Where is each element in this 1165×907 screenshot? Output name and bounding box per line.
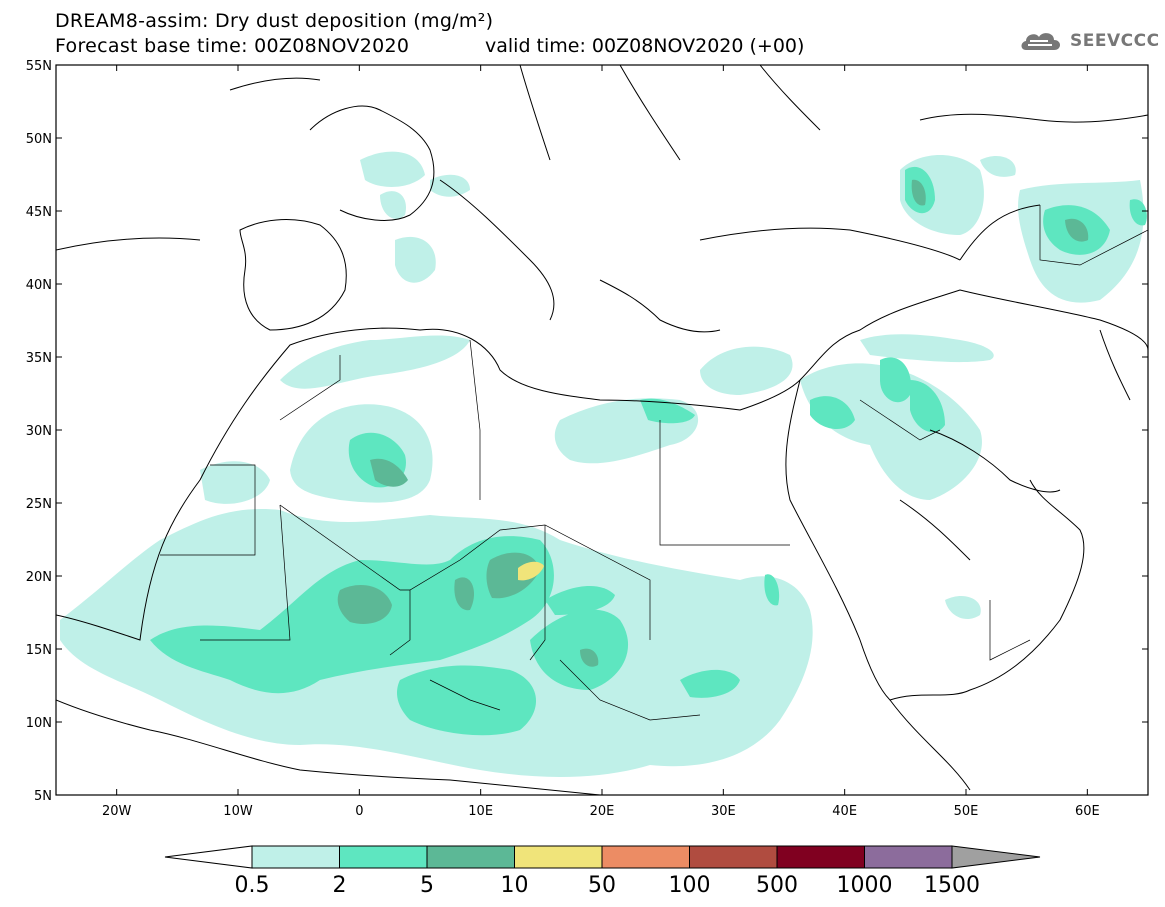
colorbar-under-triangle	[164, 845, 253, 869]
dust-fields	[60, 151, 1147, 777]
lon-tick-label: 20E	[590, 804, 615, 819]
colorbar-swatch	[251, 845, 340, 869]
lat-tick-label: 40N	[26, 278, 52, 293]
colorbar-swatch	[426, 845, 515, 869]
colorbar-swatch	[601, 845, 690, 869]
colorbar-swatch	[864, 845, 953, 869]
deposition-band-10-50	[518, 561, 544, 581]
colorbar-swatch	[689, 845, 778, 869]
colorbar-label: 1500	[924, 873, 980, 898]
lat-tick-label: 30N	[26, 424, 52, 439]
longitude-axis: 20W 10W 0 10E 20E 30E 40E 50E 60E	[102, 65, 1100, 819]
colorbar-label: 50	[588, 873, 616, 898]
lon-tick-label: 10E	[468, 804, 493, 819]
lon-tick-label: 0	[355, 804, 363, 819]
colorbar-label: 0.5	[235, 873, 270, 898]
logo-text: SEEVCCC	[1070, 31, 1160, 51]
country-borders	[160, 205, 1148, 721]
lon-tick-label: 40E	[832, 804, 857, 819]
lat-tick-label: 35N	[26, 351, 52, 366]
lon-tick-label: 30E	[711, 804, 736, 819]
colorbar-label: 2	[333, 873, 347, 898]
colorbar: 0.5 2 5 10 50 100 500 1000 1500	[164, 845, 1041, 898]
colorbar-swatch	[514, 845, 603, 869]
valid-time: valid time: 00Z08NOV2020 (+00)	[485, 35, 805, 57]
lon-tick-label: 50E	[954, 804, 979, 819]
lat-tick-label: 15N	[26, 643, 52, 658]
forecast-base-time: Forecast base time: 00Z08NOV2020	[55, 35, 410, 57]
lat-tick-label: 50N	[26, 132, 52, 147]
chart-title: DREAM8-assim: Dry dust deposition (mg/m²…	[55, 10, 494, 32]
lat-tick-label: 20N	[26, 570, 52, 585]
colorbar-label: 1000	[837, 873, 893, 898]
colorbar-over-triangle	[951, 845, 1041, 869]
lon-tick-label: 20W	[102, 804, 132, 819]
latitude-axis: 55N 50N 45N 40N 35N 30N 25N 20N 15N 10N 5N	[26, 59, 1148, 804]
colorbar-label: 500	[756, 873, 798, 898]
lat-tick-label: 45N	[26, 205, 52, 220]
coastlines-borders	[56, 65, 1148, 795]
lat-tick-label: 25N	[26, 497, 52, 512]
lon-tick-label: 60E	[1075, 804, 1100, 819]
colorbar-swatch	[776, 845, 865, 869]
lon-tick-label: 10W	[223, 804, 253, 819]
cloud-icon	[1021, 33, 1060, 50]
lat-tick-label: 10N	[26, 716, 52, 731]
lat-tick-label: 5N	[34, 789, 52, 804]
colorbar-label: 100	[669, 873, 711, 898]
colorbar-label: 10	[501, 873, 529, 898]
colorbar-label: 5	[420, 873, 434, 898]
lat-tick-label: 55N	[26, 59, 52, 74]
seevccc-logo: SEEVCCC	[1018, 28, 1160, 54]
colorbar-swatch	[339, 845, 428, 869]
